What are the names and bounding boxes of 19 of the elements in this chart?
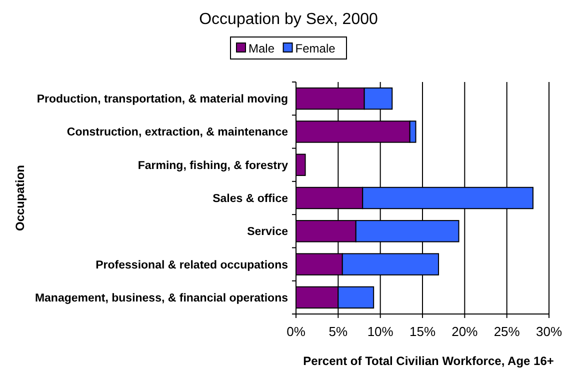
- x-tick-label: 20%: [452, 324, 478, 339]
- x-tick-label: 0%: [286, 324, 306, 339]
- y-tick-label: Professional & related occupations: [96, 259, 288, 272]
- x-tick-label: 15%: [409, 324, 436, 339]
- y-tick-label: Management, business, & financial operations: [34, 292, 288, 304]
- y-tick-label: Farming, fishing, & forestry: [138, 160, 289, 172]
- legend-label: Female: [295, 42, 336, 56]
- x-axis-title: Percent of Total Civilian Workforce, Age 16+: [303, 354, 554, 368]
- y-tick-label: Production, transportation, & material moving: [36, 94, 288, 106]
- x-tick-label: 30%: [536, 324, 562, 339]
- y-axis-title: Occupation: [13, 164, 27, 232]
- chart-title: Occupation by Sex, 2000: [199, 11, 378, 28]
- x-tick-label: 5%: [328, 324, 348, 339]
- legend-label: Male: [248, 42, 275, 56]
- y-tick-label: Construction, extraction, & maintenance: [66, 126, 288, 139]
- x-tick-label: 25%: [494, 324, 520, 339]
- x-tick-label: 10%: [367, 324, 394, 339]
- y-tick-label: Service: [247, 226, 288, 238]
- y-tick-label: Sales & office: [212, 193, 288, 206]
